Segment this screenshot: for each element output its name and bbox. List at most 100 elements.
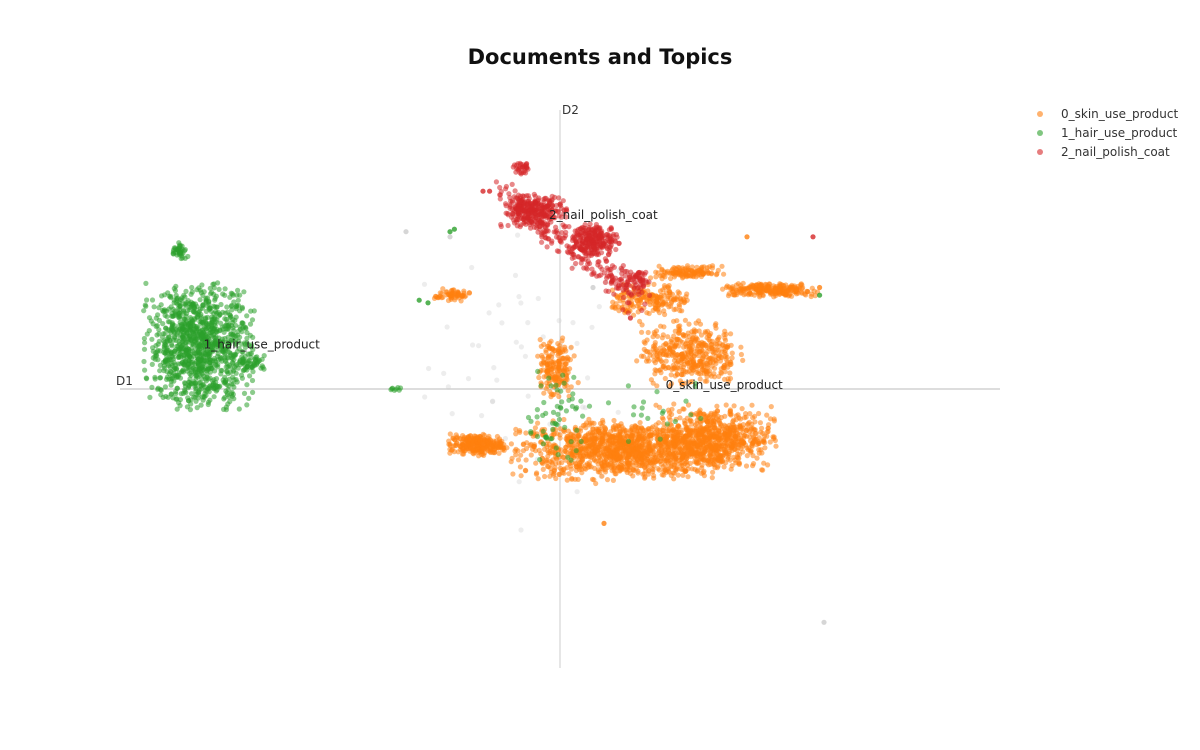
point-0-skin-use-product (661, 299, 667, 305)
point-1-hair-use-product (183, 317, 189, 323)
point-0-skin-use-product (664, 433, 671, 439)
outlier-point (589, 324, 595, 330)
point-0-skin-use-product (614, 295, 621, 301)
point-0-skin-use-product (513, 452, 519, 458)
point-1-hair-use-product (212, 357, 218, 364)
point-0-skin-use-product (722, 335, 728, 341)
point-1-hair-use-product (222, 286, 228, 292)
outlier-point (502, 435, 508, 442)
point-0-skin-use-product (564, 354, 571, 360)
point-0-skin-use-product (721, 464, 727, 470)
point-0-skin-use-product (477, 437, 483, 443)
point-0-skin-use-product (741, 286, 747, 292)
point-0-skin-use-product (473, 436, 479, 442)
point-1-hair-use-product (542, 434, 548, 440)
point-0-skin-use-product (646, 442, 652, 448)
point-0-skin-use-product (528, 441, 534, 447)
point-0-skin-use-product (444, 289, 450, 295)
point-0-skin-use-product (675, 472, 681, 478)
point-1-hair-use-product (232, 353, 238, 359)
outlier-point (489, 399, 496, 405)
point-0-skin-use-product (665, 364, 672, 370)
point-0-skin-use-product (754, 282, 760, 288)
point-1-hair-use-product (141, 358, 147, 365)
point-0-skin-use-product (599, 473, 605, 479)
point-0-skin-use-product (447, 446, 453, 452)
point-0-skin-use-product (677, 338, 684, 344)
point-0-skin-use-product (593, 428, 599, 434)
point-0-skin-use-product (709, 338, 715, 344)
point-1-hair-use-product (573, 448, 579, 454)
point-1-hair-use-product (228, 314, 234, 320)
point-0-skin-use-product (681, 380, 688, 386)
point-0-skin-use-product (777, 281, 783, 287)
point-0-skin-use-product (539, 354, 546, 360)
point-0-skin-use-product (639, 425, 645, 431)
point-0-skin-use-product (812, 293, 818, 299)
outlier-point (518, 344, 525, 350)
point-1-hair-use-product (246, 357, 252, 364)
point-0-skin-use-product (804, 288, 810, 294)
point-0-skin-use-product (644, 456, 650, 462)
point-0-skin-use-product (767, 439, 773, 445)
point-0-skin-use-product (635, 436, 641, 443)
point-1-hair-use-product (230, 325, 236, 331)
point-0-skin-use-product (449, 294, 455, 301)
point-1-hair-use-product (654, 389, 660, 395)
point-1-hair-use-product (204, 295, 211, 301)
point-1-hair-use-product (198, 345, 204, 351)
point-1-hair-use-product (182, 359, 188, 365)
point-1-hair-use-product (168, 349, 174, 355)
point-0-skin-use-product (689, 443, 695, 449)
point-0-skin-use-product (706, 414, 712, 420)
point-0-skin-use-product (733, 417, 739, 423)
point-0-skin-use-product (743, 411, 749, 417)
point-2-nail-polish-coat (538, 202, 544, 208)
point-1-hair-use-product (250, 389, 256, 395)
point-2-nail-polish-coat (526, 196, 532, 202)
point-0-skin-use-product (496, 450, 502, 456)
point-0-skin-use-product (528, 452, 534, 458)
point-1-hair-use-product (205, 324, 212, 330)
point-0-skin-use-product (675, 323, 682, 330)
point-1-hair-use-product (213, 362, 219, 369)
point-0-skin-use-product (593, 480, 599, 487)
point-0-skin-use-product (579, 470, 585, 476)
point-0-skin-use-product (469, 441, 475, 447)
point-0-skin-use-product (676, 328, 682, 334)
point-0-skin-use-product (575, 476, 581, 482)
point-0-skin-use-product (764, 412, 770, 418)
point-1-hair-use-product (155, 312, 161, 318)
point-0-skin-use-product (658, 461, 664, 467)
point-0-skin-use-product (641, 448, 647, 455)
point-1-hair-use-product (200, 381, 206, 387)
point-1-hair-use-product (173, 337, 179, 343)
point-0-skin-use-product (720, 364, 726, 371)
point-0-skin-use-product (533, 460, 539, 466)
point-0-skin-use-product (653, 274, 659, 280)
point-1-hair-use-product (192, 380, 198, 386)
point-0-skin-use-product (758, 282, 764, 288)
outlier-point (441, 370, 447, 376)
points-layer (141, 160, 827, 625)
point-0-skin-use-product (712, 445, 719, 451)
point-2-nail-polish-coat (505, 222, 511, 229)
point-0-skin-use-product (575, 432, 582, 438)
point-0-skin-use-product (551, 359, 557, 365)
point-0-skin-use-product (546, 345, 553, 351)
point-0-skin-use-product (685, 402, 692, 408)
point-0-skin-use-product (533, 471, 540, 477)
point-0-skin-use-product (762, 281, 768, 287)
outlier-point (426, 365, 432, 372)
point-0-skin-use-product (738, 283, 744, 289)
point-2-nail-polish-coat (547, 207, 553, 213)
point-0-skin-use-product (726, 431, 733, 437)
point-0-skin-use-product (781, 291, 787, 297)
point-1-hair-use-product (211, 338, 217, 344)
point-1-hair-use-product (199, 282, 205, 288)
point-1-hair-use-product (222, 380, 228, 386)
point-1-hair-use-product (195, 361, 201, 367)
point-0-skin-use-product (554, 456, 560, 462)
point-1-hair-use-product (555, 452, 561, 458)
outlier-point (421, 281, 428, 287)
